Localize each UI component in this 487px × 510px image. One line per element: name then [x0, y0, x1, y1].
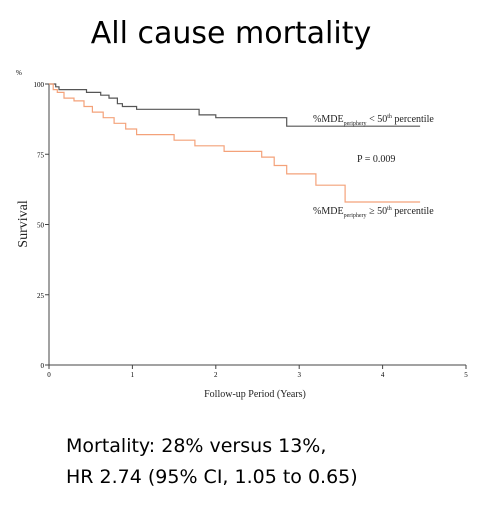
- series-label-above-50th: %MDEperiphery ≥ 50th percentile: [313, 206, 434, 219]
- series-label-rel-symbol: <: [369, 114, 375, 125]
- y-tick-label: 25: [37, 292, 45, 300]
- y-tick-label: 50: [37, 222, 45, 230]
- x-axis-label: Follow-up Period (Years): [204, 389, 306, 400]
- x-tick-label: 4: [381, 371, 385, 379]
- series-label-sub: periphery: [344, 121, 367, 127]
- y-axis-ticks: 0 25 50 75 100: [34, 81, 49, 370]
- series-line-below-50th: [49, 83, 421, 127]
- series-line-above-50th: [49, 83, 421, 203]
- series-label-tail: percentile: [394, 206, 434, 217]
- series-label-rel-symbol: ≥: [369, 206, 375, 217]
- survival-chart: % 0 25 50 75 100 0 1 2 3 4 5 Survival Follow-up P…: [16, 69, 468, 400]
- x-tick-label: 2: [214, 371, 218, 379]
- mortality-summary: Mortality: 28% versus 13%,: [66, 435, 327, 457]
- y-tick-label: 100: [34, 81, 45, 89]
- y-unit-label: %: [16, 69, 22, 77]
- series-label-main: %MDE: [313, 206, 344, 217]
- series-label-num: 50: [377, 206, 387, 217]
- y-tick-label: 0: [41, 362, 45, 370]
- hazard-ratio-summary: HR 2.74 (95% CI, 1.05 to 0.65): [66, 466, 358, 488]
- y-tick-label: 75: [37, 151, 45, 159]
- series-label-sup: th: [387, 206, 392, 212]
- series-label-sub: periphery: [344, 213, 367, 219]
- series-label-main: %MDE: [313, 114, 344, 125]
- series-label-sup: th: [387, 114, 392, 120]
- p-value-annotation: P = 0.009: [357, 154, 395, 165]
- x-axis-ticks: 0 1 2 3 4 5: [47, 365, 468, 379]
- y-axis-label: Survival: [16, 200, 31, 248]
- series-label-below-50th: %MDEperiphery < 50th percentile: [313, 114, 434, 127]
- x-tick-label: 5: [464, 371, 468, 379]
- series-label-num: 50: [377, 114, 387, 125]
- x-tick-label: 0: [47, 371, 51, 379]
- slide-title: All cause mortality: [90, 16, 372, 51]
- x-tick-label: 1: [131, 371, 135, 379]
- series-label-tail: percentile: [394, 114, 434, 125]
- x-tick-label: 3: [297, 371, 301, 379]
